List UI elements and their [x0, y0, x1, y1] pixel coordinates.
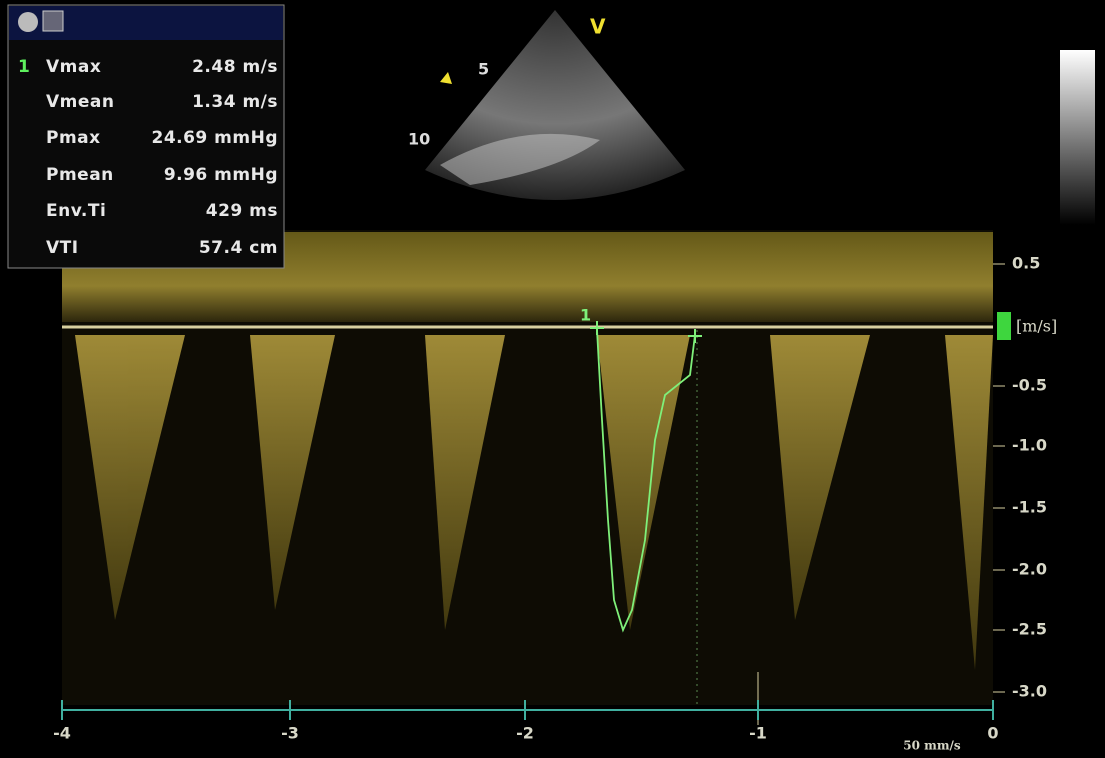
gray-scale-bar [1060, 50, 1095, 225]
trace-marker: 1 [580, 306, 591, 325]
baseline-handle[interactable] [997, 312, 1011, 340]
velocity-unit: [m/s] [1016, 317, 1057, 336]
velocity-tick-label: -1.5 [1012, 498, 1047, 517]
row-value: 57.4 cm [199, 238, 278, 258]
row-label: Vmean [46, 92, 114, 112]
sector-marker [440, 72, 452, 84]
row-label: Env.Ti [46, 201, 106, 221]
row-label: Vmax [46, 57, 101, 77]
time-tick-label: -1 [749, 724, 767, 743]
time-tick-label: 0 [987, 724, 998, 743]
row-label: VTI [46, 238, 79, 258]
time-tick-label: -3 [281, 724, 299, 743]
time-tick-label: -2 [516, 724, 534, 743]
depth-label: 10 [408, 130, 430, 149]
velocity-tick-label: -0.5 [1012, 376, 1047, 395]
row-value: 429 ms [206, 201, 278, 221]
mode-label: V [590, 15, 606, 39]
velocity-tick-label: 0.5 [1012, 254, 1040, 273]
panel-icon[interactable] [43, 11, 63, 31]
ultrasound-screen: 1 Vmax 2.48 m/s Vmean 1.34 m/s Pmax 24.69 mmHg… [0, 0, 1105, 754]
row-label: Pmean [46, 165, 114, 185]
velocity-tick-label: -3.0 [1012, 682, 1047, 701]
page: {"panel": {"rows": [ {"index": "1", "lab… [0, 0, 1105, 754]
time-tick-label: -4 [53, 724, 71, 743]
row-index: 1 [18, 57, 30, 77]
velocity-tick-label: -2.5 [1012, 620, 1047, 639]
depth-label: 5 [478, 60, 489, 79]
row-value: 24.69 mmHg [151, 128, 278, 148]
sweep-speed: 50 mm/s [903, 739, 961, 753]
row-value: 9.96 mmHg [164, 165, 278, 185]
row-value: 2.48 m/s [192, 57, 278, 77]
panel-icon[interactable] [18, 12, 38, 32]
row-value: 1.34 m/s [192, 92, 278, 112]
velocity-tick-label: -1.0 [1012, 436, 1047, 455]
velocity-tick-label: -2.0 [1012, 560, 1047, 579]
row-label: Pmax [46, 128, 101, 148]
